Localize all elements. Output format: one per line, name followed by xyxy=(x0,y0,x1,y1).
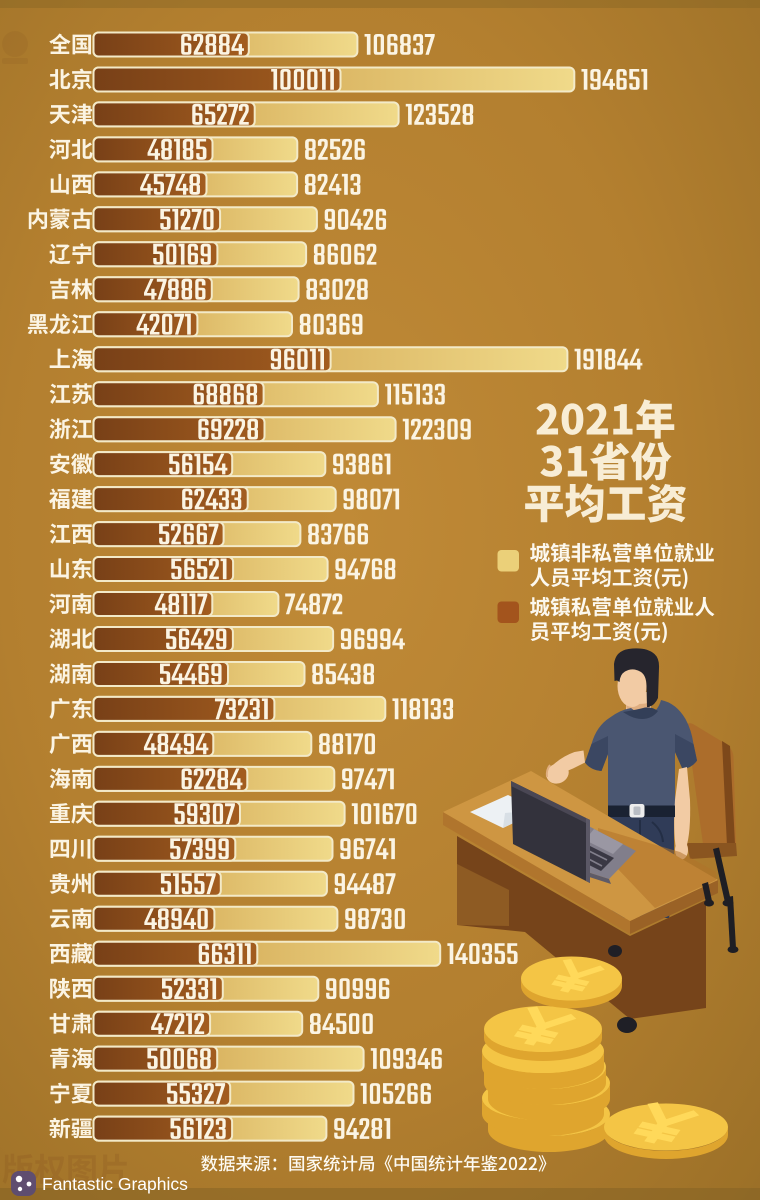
svg-text:Fantastic Graphics: Fantastic Graphics xyxy=(42,1174,188,1194)
